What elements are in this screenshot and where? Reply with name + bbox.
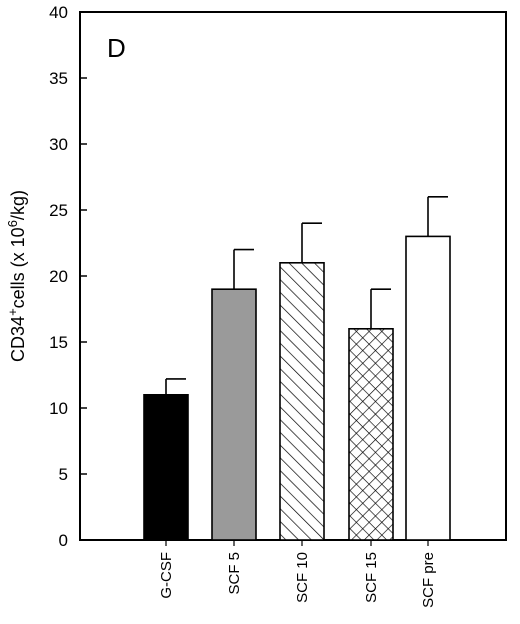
bars-group [143, 196, 451, 541]
bar-scf-15 [348, 327, 394, 541]
x-tick-label: SCF 10 [294, 552, 311, 603]
x-axis: G-CSF SCF 5 SCF 10 SCF 15 SCF pre [158, 540, 437, 608]
bar-scf-5 [211, 288, 257, 541]
bar-scf-pre [405, 235, 451, 541]
panel-label: D [107, 33, 126, 63]
y-tick-label: 30 [49, 135, 68, 154]
y-tick-label: 10 [49, 399, 68, 418]
y-tick-label: 40 [49, 3, 68, 22]
bar-g-csf [143, 393, 189, 541]
y-tick-label: 0 [59, 531, 68, 550]
y-axis-title-sup1: + [5, 308, 20, 316]
y-axis: 0 5 10 15 20 25 30 35 40 [49, 3, 87, 550]
y-axis-title-tail: /kg) [8, 190, 28, 220]
y-tick-label: 35 [49, 69, 68, 88]
y-axis-title-main: CD34 [8, 316, 28, 362]
y-axis-title-sup2: 6 [5, 220, 20, 227]
x-tick-label: SCF pre [420, 552, 437, 608]
x-tick-label: G-CSF [158, 552, 175, 599]
x-tick-label: SCF 15 [363, 552, 380, 603]
y-tick-label: 5 [59, 465, 68, 484]
y-tick-label: 20 [49, 267, 68, 286]
bar-scf-10 [279, 261, 325, 541]
y-tick-label: 25 [49, 201, 68, 220]
y-axis-title-mid: cells (x 10 [8, 227, 28, 308]
x-tick-label: SCF 5 [226, 552, 243, 595]
y-tick-label: 15 [49, 333, 68, 352]
y-axis-title: CD34+cells (x 106/kg) [5, 190, 28, 362]
